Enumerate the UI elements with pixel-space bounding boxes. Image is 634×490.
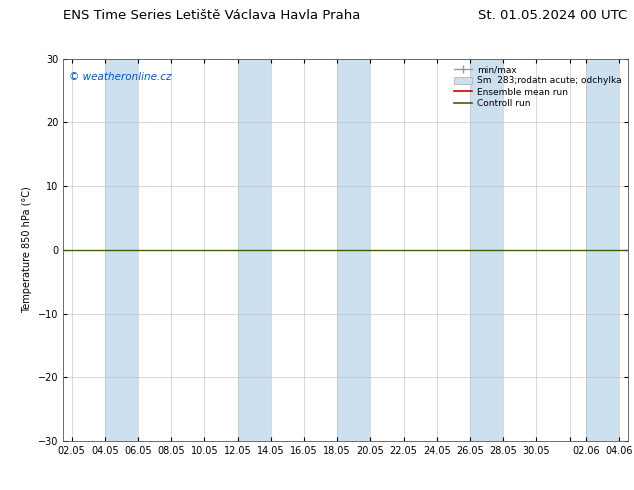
Bar bbox=[470, 59, 503, 441]
Text: ENS Time Series Letiště Václava Havla Praha: ENS Time Series Letiště Václava Havla Pr… bbox=[63, 9, 361, 22]
Legend: min/max, Sm  283;rodatn acute; odchylka, Ensemble mean run, Controll run: min/max, Sm 283;rodatn acute; odchylka, … bbox=[452, 63, 623, 110]
Bar bbox=[337, 59, 370, 441]
Text: © weatheronline.cz: © weatheronline.cz bbox=[69, 72, 172, 82]
Bar bbox=[586, 59, 619, 441]
Text: St. 01.05.2024 00 UTC: St. 01.05.2024 00 UTC bbox=[479, 9, 628, 22]
Bar bbox=[238, 59, 271, 441]
Y-axis label: Temperature 850 hPa (°C): Temperature 850 hPa (°C) bbox=[22, 187, 32, 313]
Bar bbox=[105, 59, 138, 441]
